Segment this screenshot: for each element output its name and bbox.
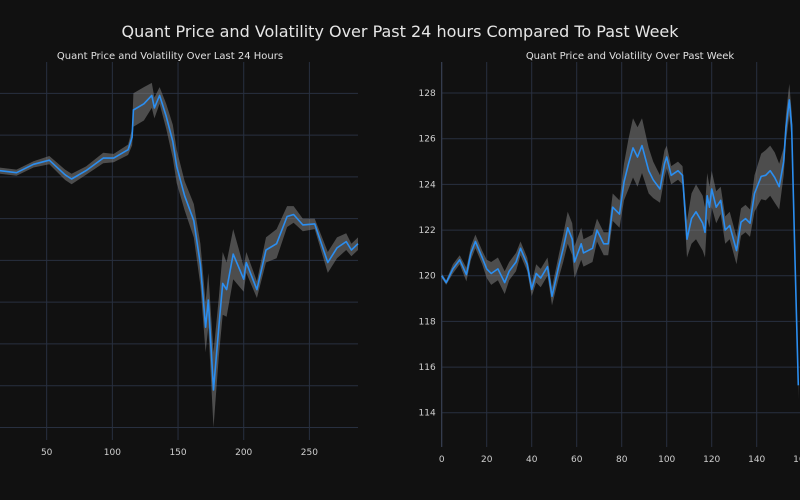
left-chart-title: Quant Price and Volatility Over Last 24 … bbox=[57, 51, 283, 62]
x-tick-label: 120 bbox=[703, 455, 720, 465]
x-tick-label: 100 bbox=[658, 455, 675, 465]
y-tick-label: 116 bbox=[419, 363, 436, 373]
x-tick-label: 20 bbox=[481, 455, 493, 465]
x-tick-label: 200 bbox=[235, 448, 252, 458]
right-chart-title: Quant Price and Volatility Over Past Wee… bbox=[526, 51, 735, 62]
y-tick-label: 126 bbox=[419, 135, 436, 145]
x-tick-label: 50 bbox=[41, 448, 53, 458]
x-tick-label: 150 bbox=[169, 448, 186, 458]
x-tick-label: 80 bbox=[616, 455, 628, 465]
y-tick-label: 120 bbox=[419, 272, 436, 282]
left-plot-area: 50 100 150 200 250 bbox=[0, 62, 359, 458]
x-tick-label: 0 bbox=[439, 455, 445, 465]
volatility-band bbox=[441, 83, 799, 400]
x-tick-label: 140 bbox=[748, 455, 765, 465]
y-tick-label: 122 bbox=[419, 226, 436, 236]
figure-title: Quant Price and Volatility Over Past 24 … bbox=[121, 22, 679, 41]
right-plot-area: 114 116 118 120 122 124 126 128 0 20 40 60 80 100 120 1… bbox=[419, 62, 800, 465]
x-tick-label: 100 bbox=[104, 448, 121, 458]
price-line bbox=[441, 99, 800, 386]
x-tick-label: 60 bbox=[571, 455, 583, 465]
x-tick-label: 250 bbox=[301, 448, 318, 458]
y-tick-label: 128 bbox=[419, 89, 436, 99]
x-tick-label: 40 bbox=[526, 455, 538, 465]
y-tick-label: 114 bbox=[419, 409, 436, 419]
volatility-band bbox=[0, 82, 358, 428]
y-tick-label: 118 bbox=[419, 317, 436, 327]
price-line bbox=[0, 94, 359, 391]
y-tick-label: 124 bbox=[419, 180, 436, 190]
x-tick-label: 160 bbox=[793, 455, 800, 465]
